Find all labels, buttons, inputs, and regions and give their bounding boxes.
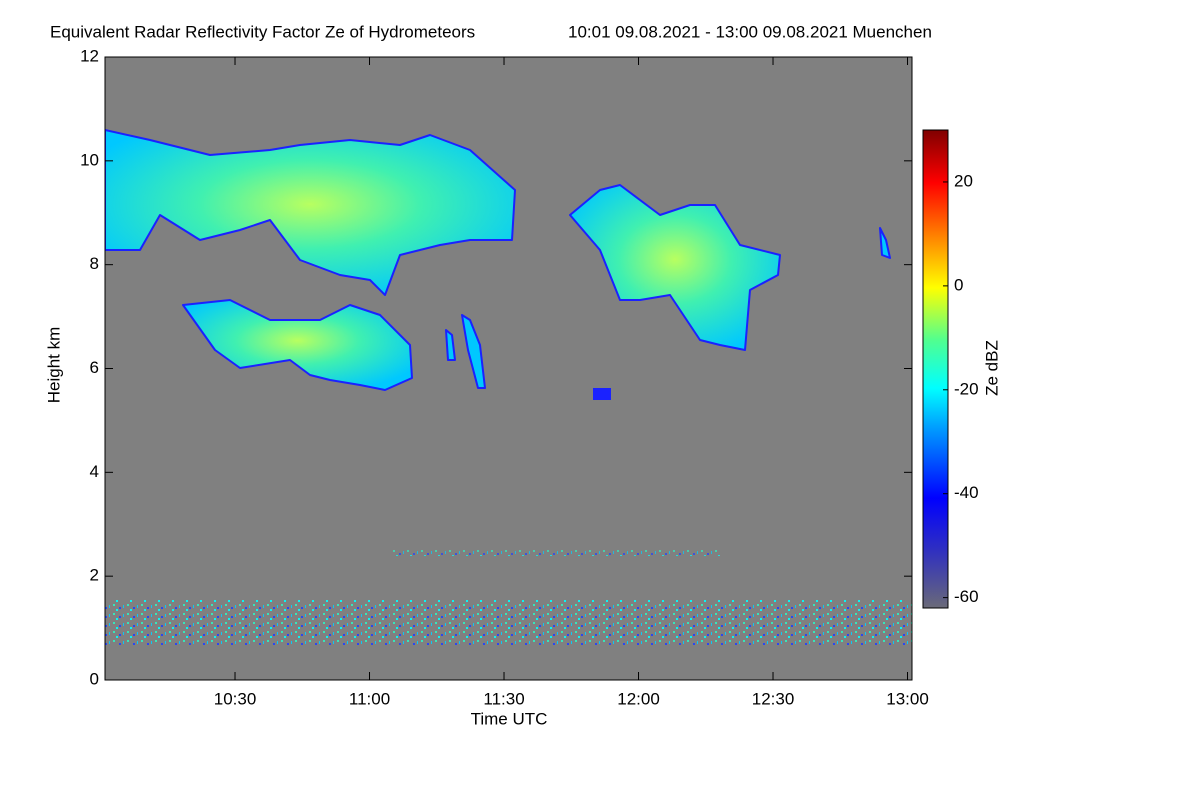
x-axis-label: Time UTC (471, 709, 548, 728)
y-tick-label: 4 (90, 462, 99, 481)
cloud-echo (461, 314, 486, 389)
boundary-layer-echo (390, 548, 720, 556)
y-tick-label: 2 (90, 566, 99, 585)
y-tick-label: 10 (80, 150, 99, 169)
colorbar-tick-label: -40 (954, 483, 979, 502)
x-tick-label: 12:30 (752, 689, 795, 708)
y-tick-label: 0 (90, 669, 99, 688)
x-tick-label: 10:30 (214, 689, 257, 708)
chart-title: Equivalent Radar Reflectivity Factor Ze … (50, 22, 475, 41)
cloud-echo (879, 227, 891, 259)
colorbar (922, 129, 949, 609)
boundary-layer-echo (105, 600, 912, 645)
echoes (105, 129, 912, 645)
x-tick-label: 12:00 (617, 689, 660, 708)
x-tick-label: 11:30 (483, 689, 524, 708)
cloud-echo (445, 329, 456, 361)
y-tick-label: 6 (90, 358, 99, 377)
y-tick-label: 12 (80, 46, 99, 65)
colorbar-tick-label: -20 (954, 379, 979, 398)
x-tick-label: 13:00 (886, 689, 929, 708)
x-tick-label: 11:00 (349, 689, 390, 708)
colorbar-tick-label: 20 (954, 171, 973, 190)
colorbar-tick-label: -60 (954, 587, 979, 606)
colorbar-tick-label: 0 (954, 275, 963, 294)
cloud-echo (182, 299, 413, 391)
plot-background (105, 57, 912, 680)
chart-subtitle: 10:01 09.08.2021 - 13:00 09.08.2021 Muen… (568, 22, 932, 41)
y-tick-label: 8 (90, 254, 99, 273)
cloud-echo (593, 388, 611, 400)
cloud-echo (569, 184, 781, 351)
y-axis-label: Height km (44, 327, 63, 404)
colorbar-label: Ze dBZ (982, 340, 1001, 396)
cloud-echo (105, 129, 516, 296)
